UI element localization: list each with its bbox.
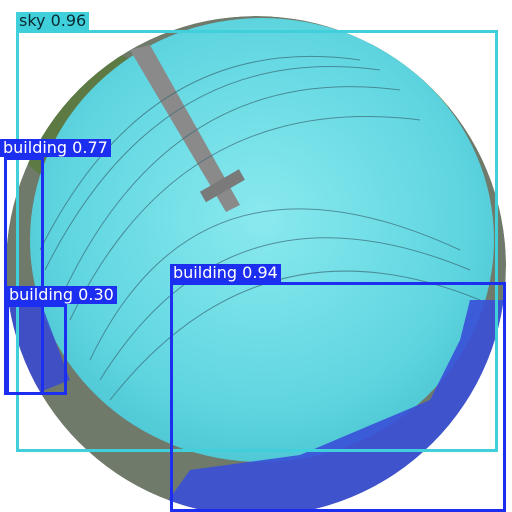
building-detection-box-3 xyxy=(6,304,67,395)
building-detection-label-3: building 0.30 xyxy=(6,286,117,304)
utility-pole xyxy=(130,45,240,212)
sky-detection-label: sky 0.96 xyxy=(16,12,90,30)
building-detection-label-1: building 0.77 xyxy=(0,139,111,157)
building-detection-label-2: building 0.94 xyxy=(170,264,281,282)
sky-detection-box xyxy=(16,30,498,452)
sky-mask xyxy=(30,18,494,462)
building-detection-box-2 xyxy=(170,282,506,512)
